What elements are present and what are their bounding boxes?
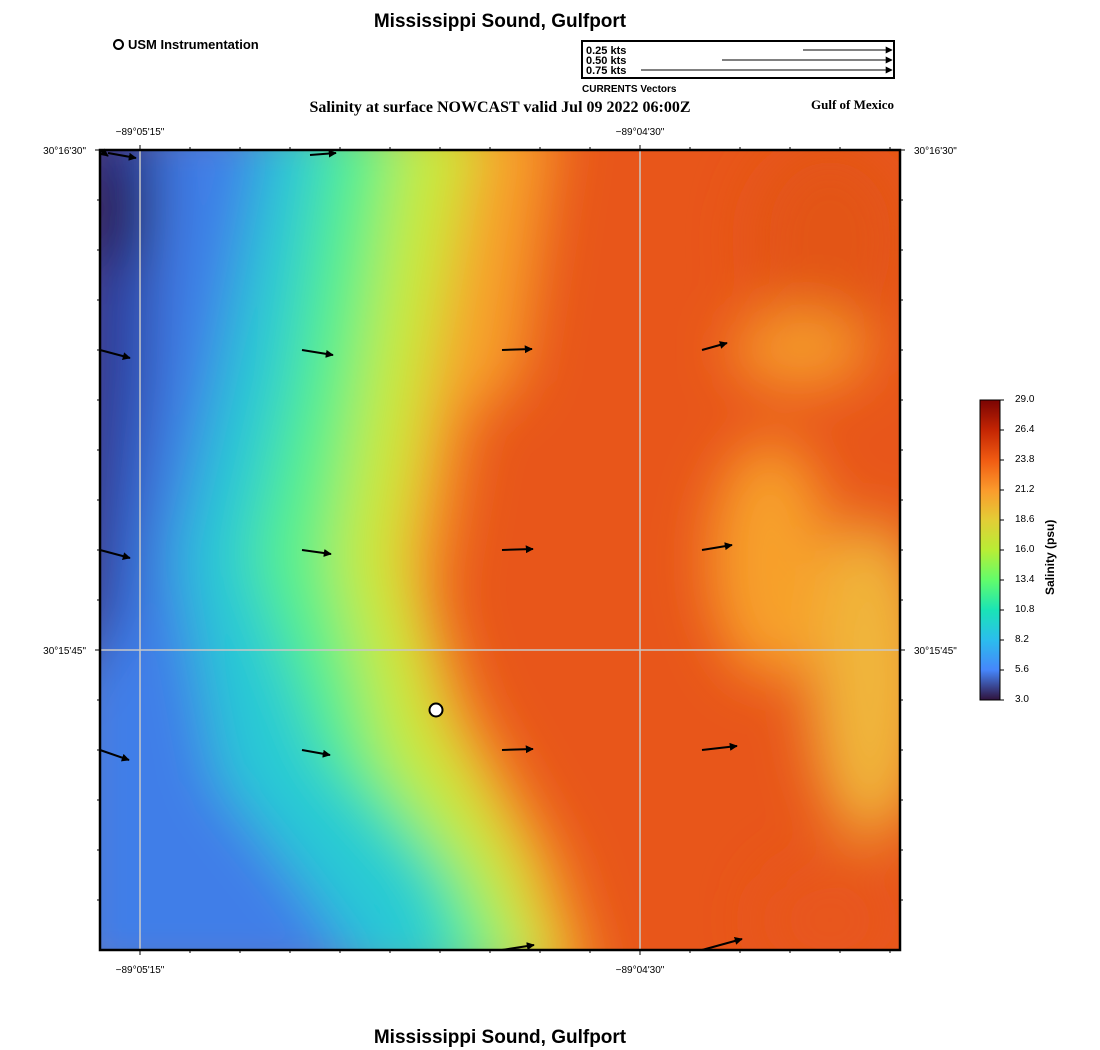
open-circle-icon	[113, 39, 124, 50]
colorbar-label: Salinity (psu)	[1043, 519, 1057, 595]
map-subtitle: Salinity at surface NOWCAST valid Jul 09…	[309, 99, 691, 116]
current-vector-arrow-icon	[501, 545, 534, 554]
bottom-tick-label: −89°05'15"	[116, 965, 165, 976]
colorbar-tick-label: 13.4	[1015, 574, 1035, 585]
current-vector-arrow-icon	[301, 749, 331, 758]
colorbar-tick-label: 10.8	[1015, 604, 1035, 615]
map-footer-title: Mississippi Sound, Gulfport	[373, 1027, 627, 1048]
right-tick-label: 30°16'30"	[914, 146, 957, 157]
current-vectors	[99, 148, 743, 951]
bottom-tick-label: −89°04'30"	[616, 965, 665, 976]
region-label: Gulf of Mexico	[811, 97, 895, 112]
current-vector-arrow-icon	[99, 549, 131, 561]
left-tick-label: 30°15'45"	[43, 646, 86, 657]
top-tick-label: −89°04'30"	[616, 127, 665, 138]
current-vector-arrow-icon	[501, 345, 533, 354]
vector-legend-box: 0.25 kts 0.50 kts 0.75 kts	[581, 40, 895, 79]
left-tick-label: 30°16'30"	[43, 146, 86, 157]
vector-legend-entry: 0.75 kts	[586, 65, 627, 77]
current-vector-arrow-icon	[99, 749, 130, 762]
current-vector-arrow-icon	[701, 341, 728, 351]
current-vector-arrow-icon	[701, 937, 743, 951]
current-vector-arrow-icon	[99, 148, 109, 157]
usm-station-marker[interactable]	[428, 702, 444, 718]
top-tick-label: −89°05'15"	[116, 127, 165, 138]
colorbar-tick-label: 5.6	[1015, 664, 1029, 675]
current-vector-arrow-icon	[107, 152, 137, 161]
colorbar	[979, 399, 1004, 701]
station-legend: USM Instrumentation	[113, 37, 259, 52]
vector-legend-arrows	[641, 46, 893, 74]
colorbar-tick-label: 29.0	[1015, 394, 1035, 405]
graticule	[100, 150, 900, 950]
right-tick-label: 30°15'45"	[914, 646, 957, 657]
current-vector-arrow-icon	[309, 149, 337, 158]
current-vector-arrow-icon	[301, 549, 332, 557]
colorbar-tick-label: 21.2	[1015, 484, 1035, 495]
current-vector-arrow-icon	[501, 942, 535, 951]
colorbar-tick-label: 23.8	[1015, 454, 1035, 465]
colorbar-tick-label: 26.4	[1015, 424, 1035, 435]
vector-legend-caption: CURRENTS Vectors	[582, 84, 677, 95]
current-vector-arrow-icon	[701, 542, 733, 551]
vector-legend-entry: 0.25 kts	[586, 45, 627, 57]
salinity-field	[100, 150, 900, 950]
current-vector-arrow-icon	[301, 349, 334, 358]
colorbar-ramp	[979, 399, 1001, 701]
current-vector-arrow-icon	[501, 745, 534, 754]
colorbar-tick-label: 3.0	[1015, 694, 1029, 705]
vector-legend-entry: 0.50 kts	[586, 55, 627, 67]
station-legend-label: USM Instrumentation	[128, 37, 259, 52]
current-vector-arrow-icon	[701, 742, 738, 751]
map-title: Mississippi Sound, Gulfport	[373, 11, 627, 32]
colorbar-tick-label: 18.6	[1015, 514, 1035, 525]
colorbar-tick-label: 8.2	[1015, 634, 1029, 645]
colorbar-tick-label: 16.0	[1015, 544, 1035, 555]
current-vector-arrow-icon	[99, 349, 131, 361]
frame-ticks	[95, 145, 905, 955]
